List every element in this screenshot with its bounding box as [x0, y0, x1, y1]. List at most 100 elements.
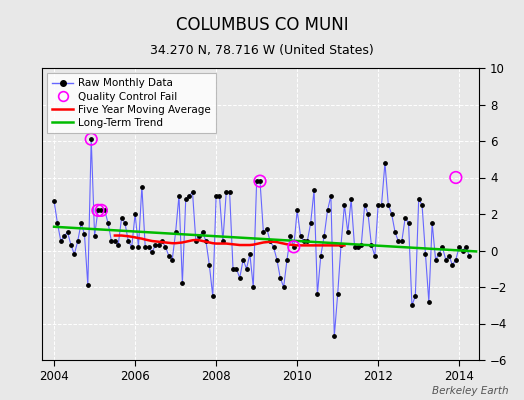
Point [411, 293, 420, 299]
Point [387, 211, 396, 217]
Point [97, 207, 105, 214]
Point [330, 333, 339, 340]
Point [276, 275, 285, 281]
Point [87, 136, 95, 142]
Point [158, 238, 166, 244]
Point [347, 196, 355, 203]
Point [435, 251, 443, 257]
Point [107, 238, 116, 244]
Point [442, 256, 450, 263]
Point [253, 178, 261, 184]
Point [256, 178, 264, 184]
Point [202, 238, 210, 244]
Point [340, 202, 348, 208]
Point [242, 266, 250, 272]
Point [111, 238, 119, 244]
Point [367, 242, 376, 248]
Point [421, 251, 430, 257]
Point [121, 220, 129, 226]
Point [117, 214, 126, 221]
Point [462, 244, 470, 250]
Legend: Raw Monthly Data, Quality Control Fail, Five Year Moving Average, Long-Term Tren: Raw Monthly Data, Quality Control Fail, … [47, 73, 216, 133]
Point [405, 220, 413, 226]
Point [151, 242, 159, 248]
Point [377, 202, 386, 208]
Point [236, 275, 244, 281]
Point [84, 282, 92, 288]
Point [333, 291, 342, 298]
Point [171, 229, 180, 236]
Point [148, 249, 156, 256]
Point [50, 198, 58, 204]
Point [138, 184, 146, 190]
Point [455, 244, 463, 250]
Point [246, 251, 254, 257]
Point [209, 293, 217, 299]
Point [414, 196, 423, 203]
Point [80, 231, 89, 237]
Point [239, 256, 247, 263]
Point [424, 298, 433, 305]
Point [94, 207, 102, 214]
Point [445, 253, 453, 259]
Point [408, 302, 416, 308]
Point [185, 192, 193, 199]
Point [452, 174, 460, 181]
Point [370, 253, 379, 259]
Point [293, 207, 301, 214]
Point [428, 220, 436, 226]
Point [229, 266, 237, 272]
Point [269, 244, 278, 250]
Point [199, 229, 207, 236]
Point [307, 220, 315, 226]
Point [361, 202, 369, 208]
Point [73, 238, 82, 244]
Point [337, 242, 345, 248]
Point [326, 192, 335, 199]
Point [87, 136, 95, 142]
Point [249, 284, 257, 290]
Point [168, 256, 177, 263]
Point [124, 238, 133, 244]
Point [391, 229, 399, 236]
Point [300, 238, 308, 244]
Point [344, 229, 352, 236]
Point [165, 253, 173, 259]
Point [374, 202, 383, 208]
Point [259, 229, 268, 236]
Point [63, 229, 72, 236]
Point [290, 244, 298, 250]
Point [127, 244, 136, 250]
Point [357, 242, 365, 248]
Point [272, 256, 281, 263]
Point [222, 189, 231, 195]
Point [448, 262, 456, 268]
Point [91, 233, 99, 239]
Point [381, 160, 389, 166]
Point [458, 247, 467, 254]
Point [465, 253, 474, 259]
Point [310, 187, 318, 194]
Point [256, 178, 264, 184]
Point [316, 253, 325, 259]
Point [354, 244, 362, 250]
Point [70, 251, 79, 257]
Text: 34.270 N, 78.716 W (United States): 34.270 N, 78.716 W (United States) [150, 44, 374, 57]
Point [145, 244, 153, 250]
Point [452, 256, 460, 263]
Point [286, 233, 294, 239]
Point [53, 220, 62, 226]
Point [263, 225, 271, 232]
Point [438, 244, 446, 250]
Point [323, 207, 332, 214]
Point [77, 220, 85, 226]
Point [297, 233, 305, 239]
Point [104, 220, 112, 226]
Point [205, 262, 214, 268]
Point [215, 192, 224, 199]
Point [155, 242, 163, 248]
Point [398, 238, 406, 244]
Point [384, 202, 392, 208]
Point [212, 192, 220, 199]
Point [181, 196, 190, 203]
